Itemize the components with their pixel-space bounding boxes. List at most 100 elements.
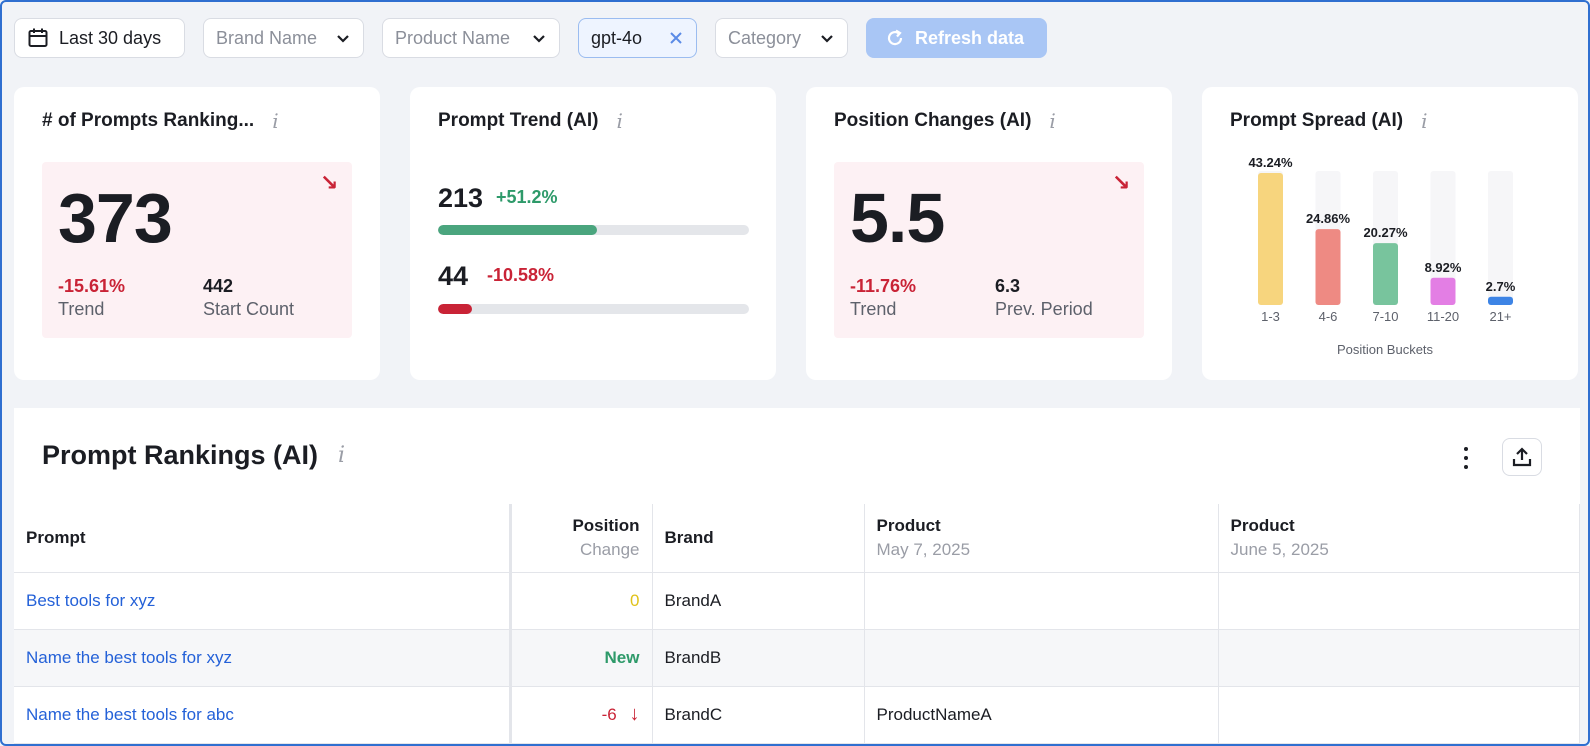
prompt-trend-card: Prompt Trend (AI) i 213 +51.2% 44 -10.58… [410, 87, 776, 380]
kpi-value: 373 [58, 179, 173, 257]
trend-label: Trend [58, 299, 105, 319]
product-may-cell [864, 629, 1219, 687]
up-change: +51.2% [496, 187, 558, 207]
model-chip[interactable]: gpt-4o [578, 18, 697, 58]
x-tick-label: 4-6 [1319, 309, 1338, 324]
category-filter-label: Category [728, 27, 802, 48]
card-title-text: # of Prompts Ranking... [42, 110, 255, 131]
product-filter[interactable]: Product Name [382, 18, 560, 58]
calendar-icon [28, 28, 48, 47]
col-header-product-may-text: Product [876, 515, 941, 535]
col-header-prompt[interactable]: Prompt [14, 504, 512, 573]
table-header-row: Prompt Position Change Brand Product May… [14, 504, 1580, 573]
date-range-label: Last 30 days [59, 27, 162, 48]
col-header-position-change[interactable]: Position Change [510, 504, 653, 573]
bar-value-label: 43.24% [1248, 155, 1293, 170]
trend-value: -11.76% [850, 276, 917, 296]
model-chip-label: gpt-4o [591, 27, 643, 48]
info-icon[interactable]: i [616, 109, 623, 133]
info-icon[interactable]: i [1049, 109, 1056, 133]
chevron-down-icon [821, 35, 833, 43]
bar-value-label: 8.92% [1425, 260, 1462, 275]
filter-bar: Last 30 days Brand Name Product Name gpt… [14, 18, 1047, 58]
prompt-spread-chart: 43.24% 1-3 24.86% 4-6 20.27% 7-10 8.92% 11-20 2.… [1248, 155, 1516, 324]
trend-down-icon: ↘ [1112, 170, 1131, 195]
export-button[interactable] [1502, 438, 1542, 476]
prompt-link[interactable]: Name the best tools for abc [26, 704, 234, 724]
info-icon[interactable]: i [272, 109, 279, 133]
down-change: -10.58% [487, 265, 555, 285]
card-title-text: Prompt Trend (AI) [438, 110, 599, 131]
chart-x-axis-label: Position Buckets [1336, 342, 1434, 357]
prev-period-value: 6.3 [995, 276, 1021, 296]
up-progress-bar [438, 225, 749, 235]
start-count-value: 442 [203, 276, 234, 296]
card-title: Prompt Trend (AI) i [438, 109, 623, 133]
bar-value-label: 24.86% [1306, 211, 1351, 226]
col-header-position-text: Position [572, 515, 640, 535]
trend-label: Trend [850, 299, 897, 319]
down-progress-bar [438, 304, 749, 314]
prompts-ranking-card: # of Prompts Ranking... i 373 ↘ -15.61% … [14, 87, 380, 380]
brand-filter[interactable]: Brand Name [203, 18, 364, 58]
col-header-product-may[interactable]: Product May 7, 2025 [864, 504, 1219, 573]
chart-bar[interactable] [1258, 173, 1283, 305]
prompt-cell: Name the best tools for xyz [14, 629, 512, 687]
info-icon[interactable]: i [338, 443, 346, 468]
chart-bar[interactable] [1430, 277, 1456, 305]
chevron-down-icon [337, 35, 349, 43]
up-progress-fill [438, 225, 597, 235]
prompt-cell: Best tools for xyz [14, 572, 512, 630]
col-header-prompt-text: Prompt [26, 527, 86, 547]
refresh-data-button[interactable]: Refresh data [866, 18, 1047, 58]
date-range-filter[interactable]: Last 30 days [14, 18, 185, 58]
bar-value-label: 2.7% [1486, 279, 1516, 294]
trend-value: -15.61% [58, 276, 126, 296]
product-may-cell [864, 572, 1219, 630]
prompt-link[interactable]: Best tools for xyz [26, 590, 156, 610]
category-filter[interactable]: Category [715, 18, 848, 58]
start-count-label: Start Count [203, 299, 295, 319]
product-filter-label: Product Name [395, 27, 511, 48]
prompt-rankings-section: Prompt Rankings (AI) i Prompt Position C… [14, 408, 1580, 744]
more-options-icon[interactable] [1456, 444, 1476, 472]
refresh-icon [887, 29, 903, 46]
position-change-value: -6 [601, 705, 617, 724]
chart-bar[interactable] [1373, 243, 1398, 305]
prompt-rankings-table: Prompt Position Change Brand Product May… [14, 504, 1580, 744]
down-count: 44 [438, 261, 469, 291]
position-change-cell: 0 [510, 572, 653, 630]
position-changes-card: Position Changes (AI) i 5.5 ↘ -11.76% Tr… [806, 87, 1172, 380]
table-row: Name the best tools for abc -6 ↓ BrandC … [14, 686, 1580, 744]
upload-icon [1512, 447, 1532, 467]
col-header-position-sub: Change [579, 539, 640, 559]
x-tick-label: 1-3 [1261, 309, 1280, 324]
chart-bar[interactable] [1315, 229, 1341, 305]
position-change-cell: New [510, 629, 653, 687]
product-june-cell [1218, 686, 1580, 744]
col-header-product-june[interactable]: Product June 5, 2025 [1218, 504, 1580, 573]
col-header-brand-text: Brand [664, 527, 714, 547]
brand-cell: BrandA [652, 572, 865, 630]
section-title-text: Prompt Rankings (AI) [42, 440, 319, 470]
position-change-cell: -6 ↓ [510, 686, 653, 744]
table-row: Best tools for xyz 0 BrandA [14, 572, 1580, 630]
prompt-spread-card: Prompt Spread (AI) i 43.24% 1-3 24.86% 4-6 2… [1202, 87, 1578, 380]
col-header-brand[interactable]: Brand [652, 504, 865, 573]
close-icon[interactable] [668, 30, 684, 46]
product-june-cell [1218, 572, 1580, 630]
up-count: 213 [438, 183, 484, 213]
prompt-link[interactable]: Name the best tools for xyz [26, 647, 232, 667]
info-icon[interactable]: i [1421, 109, 1428, 133]
kpi-box: 373 ↘ -15.61% Trend 442 Start Count [42, 162, 352, 338]
bar-track [1430, 171, 1456, 305]
brand-filter-label: Brand Name [216, 27, 318, 48]
kpi-box: 5.5 ↘ -11.76% Trend 6.3 Prev. Period [834, 162, 1144, 338]
brand-cell: BrandC [652, 686, 865, 744]
chart-bar[interactable] [1488, 296, 1513, 305]
arrow-down-icon: ↓ [629, 703, 640, 725]
table-row: Name the best tools for xyz New BrandB [14, 629, 1580, 687]
col-header-product-june-text: Product [1230, 515, 1295, 535]
kpi-value: 5.5 [850, 179, 945, 257]
